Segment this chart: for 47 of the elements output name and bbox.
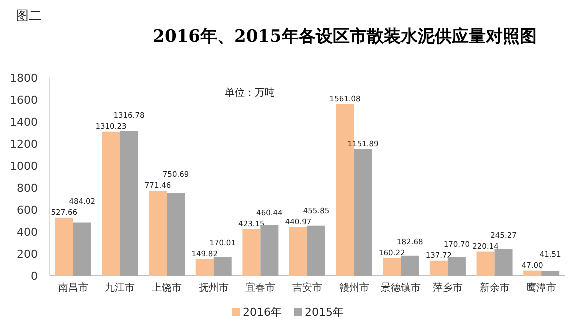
bar [149, 191, 168, 276]
x-tick-label: 赣州市 [339, 282, 370, 294]
bar [55, 218, 74, 276]
bar [430, 260, 448, 276]
y-tick-label: 1400 [10, 116, 38, 129]
y-tick-label: 1600 [10, 94, 38, 107]
bar [196, 260, 214, 276]
y-tick-label: 200 [17, 248, 38, 261]
bar [167, 193, 186, 276]
chart-title: 2016年、2015年各设区市散装水泥供应量对照图 [153, 27, 537, 47]
x-tick-label: 抚州市 [198, 282, 229, 294]
bar [290, 227, 308, 276]
x-tick-label: 鹰潭市 [526, 282, 557, 294]
y-tick-label: 1000 [10, 160, 38, 173]
annotation: 单位：万吨 [225, 87, 275, 99]
bar [354, 149, 372, 276]
y-tick-label: 800 [17, 182, 38, 195]
bar [448, 257, 466, 276]
y-tick-label: 400 [17, 226, 38, 239]
bar [214, 257, 232, 276]
bar [494, 249, 513, 276]
x-tick-label: 萍乡市 [432, 282, 463, 294]
y-tick-label: 0 [31, 270, 38, 283]
bar [383, 258, 402, 276]
bar [260, 225, 279, 276]
bar [524, 270, 542, 276]
x-tick-label: 宜春市 [246, 282, 276, 294]
x-tick-label: 景德镇市 [381, 282, 422, 294]
bar [476, 252, 495, 276]
y-tick-label: 600 [17, 204, 38, 217]
x-tick-label: 九江市 [105, 282, 136, 294]
legend-label: 2015年 [305, 306, 344, 319]
bar [242, 229, 261, 276]
bar [73, 222, 92, 276]
x-tick-label: 上饶市 [152, 282, 182, 294]
bar [401, 256, 420, 276]
legend-label: 2016年 [243, 306, 282, 319]
y-tick-label: 1800 [10, 72, 38, 85]
bar [542, 271, 560, 276]
x-tick-label: 吉安市 [292, 282, 322, 294]
bar [102, 132, 120, 276]
x-tick-label: 新余市 [480, 282, 510, 294]
text: 图二 [16, 9, 42, 24]
y-tick-label: 1200 [10, 138, 38, 151]
bar [120, 131, 138, 276]
x-tick-label: 南昌市 [58, 282, 88, 294]
bar [308, 226, 326, 276]
